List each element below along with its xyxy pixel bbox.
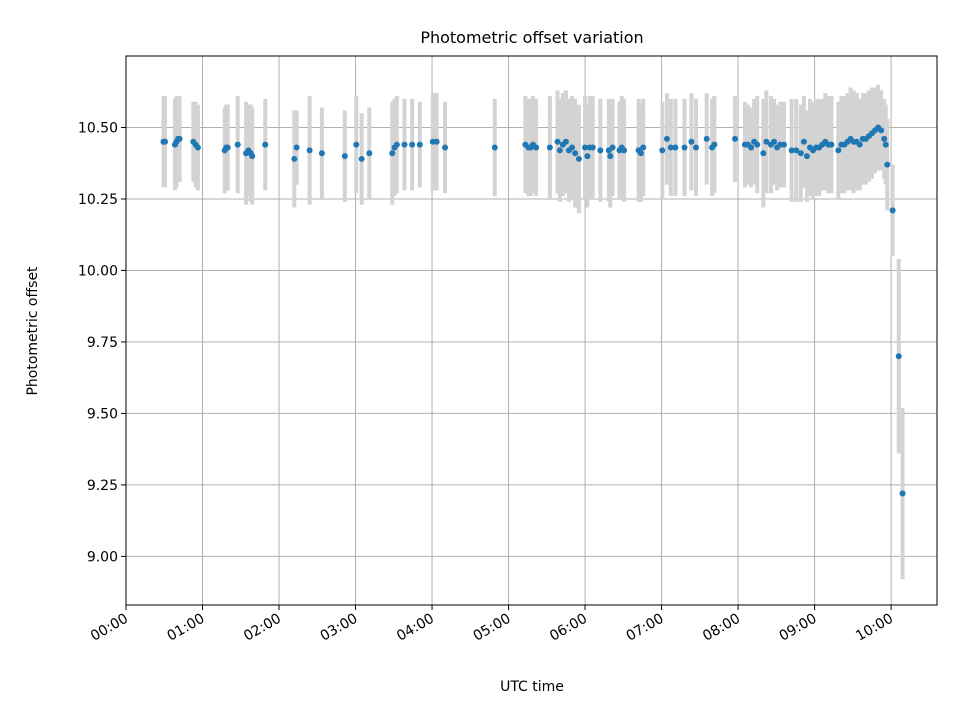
data-point xyxy=(748,144,755,151)
y-axis-ticks: 9.00 9.25 9.50 9.75 10.00 10.25 10.50 xyxy=(78,120,126,565)
data-points xyxy=(160,124,906,497)
data-point xyxy=(293,144,300,151)
data-point xyxy=(760,150,767,157)
data-point xyxy=(797,150,804,157)
x-axis-label: UTC time xyxy=(500,679,564,695)
data-point xyxy=(659,147,666,154)
data-point xyxy=(889,207,896,214)
data-point xyxy=(640,144,647,151)
data-point xyxy=(176,135,183,142)
data-point xyxy=(788,147,795,154)
y-tick-label: 9.75 xyxy=(87,335,118,351)
data-point xyxy=(584,153,591,160)
data-point xyxy=(663,135,670,142)
data-point xyxy=(803,153,810,160)
data-point xyxy=(895,353,902,360)
data-point xyxy=(318,150,325,157)
data-point xyxy=(884,161,891,168)
data-point xyxy=(828,141,835,148)
data-point xyxy=(878,127,885,134)
data-point xyxy=(732,135,739,142)
data-point xyxy=(249,153,256,160)
data-point xyxy=(597,147,604,154)
data-point xyxy=(835,147,842,154)
data-point xyxy=(882,141,889,148)
data-point xyxy=(688,138,695,145)
data-point xyxy=(546,144,553,151)
data-point xyxy=(703,135,710,142)
data-point xyxy=(358,155,365,162)
data-point xyxy=(409,141,416,148)
data-point xyxy=(681,144,688,151)
data-point xyxy=(780,141,787,148)
data-point xyxy=(234,141,241,148)
data-point xyxy=(711,141,718,148)
chart-title: Photometric offset variation xyxy=(420,28,643,47)
data-point xyxy=(881,135,888,142)
y-tick-label: 10.25 xyxy=(78,192,118,208)
y-tick-label: 9.50 xyxy=(87,406,118,422)
data-point xyxy=(692,144,699,151)
data-point xyxy=(442,144,449,151)
data-point xyxy=(433,138,440,145)
data-point xyxy=(224,144,231,151)
data-point xyxy=(389,150,396,157)
data-point xyxy=(793,147,800,154)
data-point xyxy=(162,138,169,145)
data-point xyxy=(366,150,373,157)
data-point xyxy=(609,144,616,151)
data-point xyxy=(754,141,761,148)
data-point xyxy=(341,153,348,160)
data-point xyxy=(621,147,628,154)
data-point xyxy=(291,155,298,162)
y-tick-label: 9.25 xyxy=(87,478,118,494)
data-point xyxy=(556,147,563,154)
data-point xyxy=(533,144,540,151)
data-point xyxy=(416,141,423,148)
data-point xyxy=(194,144,201,151)
data-point xyxy=(562,138,569,145)
data-point xyxy=(637,150,644,157)
data-point xyxy=(763,138,770,145)
data-point xyxy=(800,138,807,145)
data-point xyxy=(572,150,579,157)
data-point xyxy=(667,144,674,151)
data-point xyxy=(306,147,313,154)
data-point xyxy=(899,490,906,497)
y-tick-label: 9.00 xyxy=(87,549,118,565)
data-point xyxy=(554,138,561,145)
data-point xyxy=(575,155,582,162)
data-point xyxy=(672,144,679,151)
data-point xyxy=(393,141,400,148)
data-point xyxy=(582,144,589,151)
plot-frame xyxy=(125,55,938,606)
data-point xyxy=(401,141,408,148)
data-point xyxy=(353,141,360,148)
y-axis-label: Photometric offset xyxy=(25,266,41,396)
data-point xyxy=(569,144,576,151)
data-point xyxy=(607,153,614,160)
y-tick-label: 10.00 xyxy=(78,263,118,279)
y-tick-label: 10.50 xyxy=(78,120,118,136)
data-point xyxy=(491,144,498,151)
data-point xyxy=(771,138,778,145)
data-point xyxy=(589,144,596,151)
data-point xyxy=(856,141,863,148)
data-point xyxy=(262,141,269,148)
